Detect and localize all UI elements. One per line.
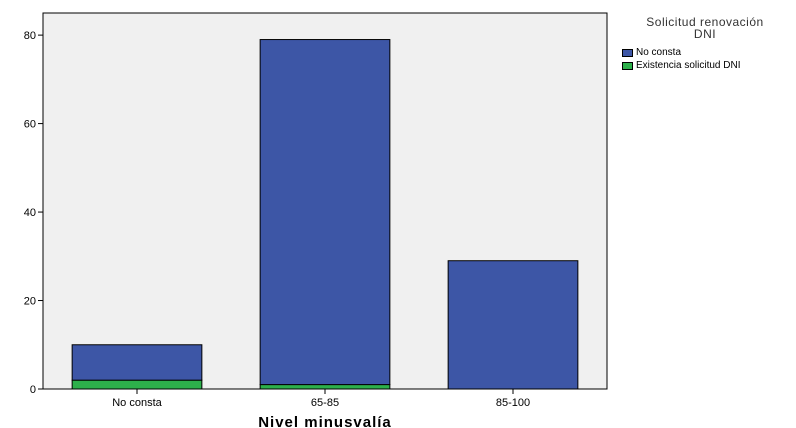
bar-65-85-no-consta xyxy=(259,39,391,386)
legend-item-no-consta: No consta xyxy=(622,46,796,59)
y-axis: 0 20 40 60 80 xyxy=(24,30,43,396)
y-tick-label-20: 20 xyxy=(24,296,36,308)
x-axis: No consta 65-85 85-100 xyxy=(112,389,530,409)
x-axis-title: Nivel minusvalía xyxy=(258,414,392,428)
legend-label-no-consta: No consta xyxy=(636,47,682,58)
bar-65-85-existencia-solicitud-dni xyxy=(259,384,391,390)
legend-title-line-2: DNI xyxy=(693,27,717,41)
x-tick-label-85-100: 85-100 xyxy=(496,397,530,409)
y-tick-label-80: 80 xyxy=(24,30,36,42)
legend-swatch-existencia-solicitud xyxy=(622,61,633,70)
x-tick-label-no-consta: No consta xyxy=(112,397,162,409)
y-tick-label-60: 60 xyxy=(24,119,36,131)
y-tick-label-0: 0 xyxy=(30,384,36,396)
legend-swatch-no-consta xyxy=(622,48,633,57)
bar-no-consta-no-consta xyxy=(71,344,203,381)
legend-label-existencia-solicitud: Existencia solicitud DNI xyxy=(636,60,741,71)
legend-item-existencia-solicitud: Existencia solicitud DNI xyxy=(622,59,796,72)
x-tick-label-65-85: 65-85 xyxy=(311,397,339,409)
legend-title: Solicitud renovación DNI xyxy=(614,16,796,40)
y-tick-label-40: 40 xyxy=(24,207,36,219)
bar-no-consta-existencia-solicitud-dni xyxy=(71,379,203,390)
bar-85-100-no-consta xyxy=(447,260,579,390)
legend-title-line-1: Solicitud renovación xyxy=(646,15,764,29)
bars xyxy=(71,39,579,390)
legend: Solicitud renovación DNI No consta Exist… xyxy=(614,16,796,72)
